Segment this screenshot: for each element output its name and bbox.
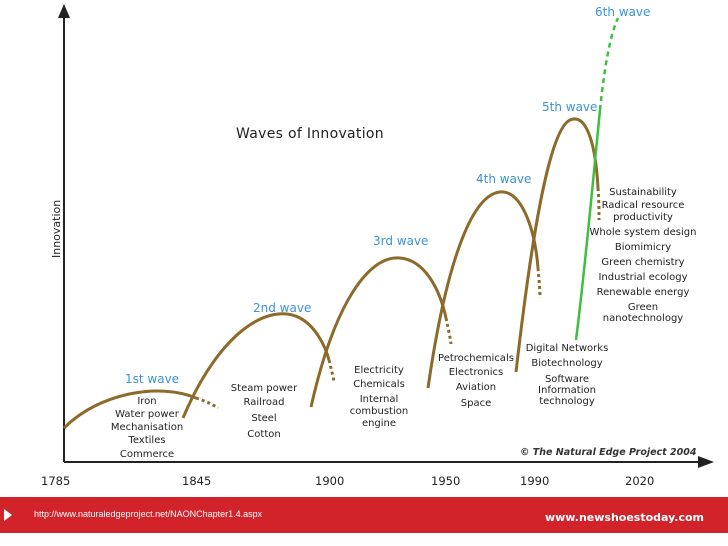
footer-bar: http://www.naturaledgeproject.net/NAONCh…: [0, 497, 728, 533]
wave-2-items: Steam power Railroad Steel Cotton: [231, 383, 298, 440]
wave-item: Textiles: [127, 435, 165, 446]
wave-item: Cotton: [247, 429, 280, 440]
x-tick-label: 1990: [520, 474, 549, 488]
y-axis-label: Innovation: [50, 200, 63, 258]
wave-3-items: Electricity Chemicals Internal combustio…: [350, 365, 408, 429]
wave-2-curve-tail: [327, 359, 336, 383]
wave-1-curve: [62, 389, 197, 430]
wave-1-label: 1st wave: [125, 372, 179, 386]
wave-2-curve: [181, 312, 331, 419]
wave-item: Digital Networks: [526, 343, 609, 354]
wave-item: Biotechnology: [531, 358, 602, 369]
wave-4-curve: [426, 190, 540, 389]
wave-item: Steel: [251, 413, 276, 424]
site-name: www.newshoestoday.com: [544, 511, 704, 524]
wave-2-label: 2nd wave: [253, 301, 311, 315]
x-tick-label: 2020: [625, 474, 654, 488]
wave-5-label: 5th wave: [542, 100, 597, 114]
x-tick-label: 1845: [182, 474, 211, 488]
wave-item: combustion: [350, 406, 408, 417]
wave-item: Information: [538, 385, 596, 396]
wave-4-label: 4th wave: [476, 172, 531, 186]
wave-item: Software: [545, 374, 589, 385]
wave-item: Commerce: [120, 449, 174, 460]
wave-6-curve: [574, 109, 602, 341]
copyright-notice: © The Natural Edge Project 2004: [520, 447, 697, 458]
x-tick-label: 1785: [41, 474, 70, 488]
x-tick-label: 1950: [431, 474, 460, 488]
wave-item: Renewable energy: [597, 287, 690, 298]
wave-item: technology: [539, 396, 595, 407]
waves-of-innovation-diagram: Waves of Innovation Innovation 1785 1845…: [41, 4, 714, 488]
wave-6-label: 6th wave: [595, 5, 650, 19]
wave-item: Biomimicry: [615, 242, 671, 253]
wave-item: engine: [362, 418, 396, 429]
x-tick-label: 1900: [315, 474, 344, 488]
wave-item: Green chemistry: [601, 257, 684, 268]
wave-item: Mechanisation: [111, 422, 183, 433]
x-axis-arrow-icon: [698, 456, 714, 468]
wave-1-curve-tail: [195, 396, 219, 410]
wave-item: Electronics: [449, 367, 504, 378]
wave-item: Chemicals: [353, 379, 405, 390]
wave-6-curve-tail: [598, 17, 620, 111]
wave-item: Iron: [137, 396, 156, 407]
wave-item: nanotechnology: [603, 313, 684, 324]
wave-3-curve-tail: [444, 317, 453, 345]
wave-item: Radical resource: [602, 200, 685, 211]
wave-6-items: Sustainability Radical resource producti…: [590, 187, 697, 324]
wave-item: Green: [628, 302, 658, 313]
wave-5-curve-tail: [596, 187, 601, 221]
wave-3-curve: [309, 256, 448, 408]
source-url-link[interactable]: http://www.naturaledgeproject.net/NAONCh…: [34, 509, 263, 519]
wave-4-items: Petrochemicals Electronics Aviation Spac…: [438, 353, 514, 409]
wave-item: Electricity: [354, 365, 404, 376]
wave-item: Whole system design: [590, 227, 697, 238]
wave-item: productivity: [613, 212, 673, 223]
wave-item: Internal: [360, 394, 399, 405]
y-axis-arrow-icon: [58, 4, 70, 18]
wave-item: Steam power: [231, 383, 298, 394]
chart-title: Waves of Innovation: [236, 126, 384, 142]
wave-item: Aviation: [456, 382, 496, 393]
wave-item: Sustainability: [609, 187, 677, 198]
wave-item: Petrochemicals: [438, 353, 514, 364]
wave-1-items: Iron Water power Mechanisation Textiles …: [111, 396, 183, 460]
wave-5-items: Digital Networks Biotechnology Software …: [526, 343, 609, 407]
wave-5-curve: [514, 117, 600, 373]
wave-item: Railroad: [244, 397, 285, 408]
arrow-right-icon: [4, 509, 12, 521]
wave-4-curve-tail: [536, 267, 542, 299]
wave-3-label: 3rd wave: [373, 234, 428, 248]
wave-item: Water power: [115, 409, 180, 420]
wave-item: Space: [461, 398, 491, 409]
wave-item: Industrial ecology: [598, 272, 687, 283]
